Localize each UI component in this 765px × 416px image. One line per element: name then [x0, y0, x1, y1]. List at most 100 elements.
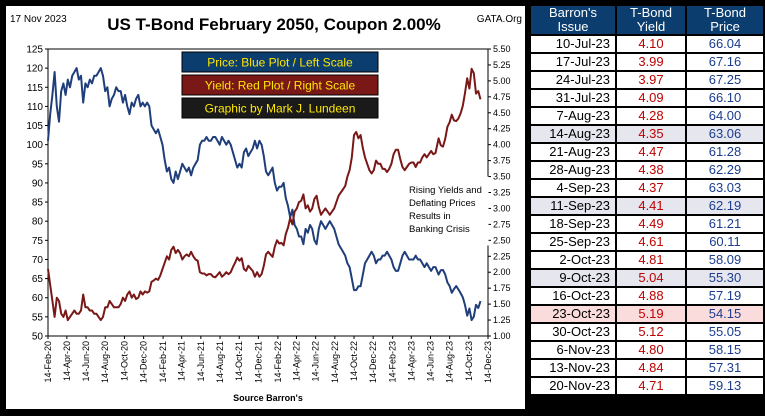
yield-cell: 4.81 [617, 252, 685, 268]
price-cell: 61.28 [687, 144, 763, 160]
left-axis-tick-label: 70 [32, 255, 44, 266]
issue-cell: 2-Oct-23 [531, 252, 615, 268]
yield-cell: 4.28 [617, 108, 685, 124]
left-axis-tick-label: 55 [32, 312, 44, 323]
left-axis-tick-label: 75 [32, 236, 44, 247]
right-axis-tick-label: 1.25 [493, 315, 511, 325]
x-axis-tick-label: 14-Dec-20 [139, 341, 149, 383]
price-cell: 64.00 [687, 108, 763, 124]
table-row: 6-Nov-23 4.80 58.15 [531, 342, 763, 358]
table-row: 16-Oct-23 4.88 57.19 [531, 288, 763, 304]
yield-cell: 4.47 [617, 144, 685, 160]
left-axis-tick-label: 115 [27, 83, 43, 94]
table-row: 21-Aug-23 4.47 61.28 [531, 144, 763, 160]
table-row: 14-Aug-23 4.35 63.06 [531, 126, 763, 142]
price-cell: 66.04 [687, 36, 763, 52]
legend-price: Price: Blue Plot / Left Scale [207, 56, 353, 70]
yield-cell: 5.19 [617, 306, 685, 322]
bond-table: Barron's Issue T-Bond Yield T-Bond Price 10… [529, 4, 765, 396]
left-axis-tick-label: 105 [26, 121, 43, 132]
issue-cell: 23-Oct-23 [531, 306, 615, 322]
right-axis-tick-label: 3.25 [493, 188, 511, 198]
x-axis-tick-label: 14-Dec-23 [483, 341, 493, 383]
yield-series-line [47, 67, 482, 322]
left-axis-tick-label: 110 [27, 102, 43, 113]
x-axis-tick-label: 14-Aug-23 [445, 341, 455, 383]
right-axis-tick-label: 3.75 [493, 156, 511, 166]
issue-cell: 24-Jul-23 [531, 72, 615, 88]
right-axis-tick-label: 2.50 [493, 235, 511, 245]
price-cell: 55.05 [687, 324, 763, 340]
left-axis-tick-label: 100 [26, 140, 43, 151]
right-axis-tick-label: 4.75 [493, 92, 511, 102]
left-axis-tick-label: 50 [32, 332, 44, 343]
x-axis-tick-label: 14-Jun-21 [196, 341, 206, 382]
x-axis-tick-label: 14-Aug-21 [215, 341, 225, 383]
price-cell: 67.16 [687, 54, 763, 70]
price-cell: 58.09 [687, 252, 763, 268]
table-row: 2-Oct-23 4.81 58.09 [531, 252, 763, 268]
right-axis-tick-label: 4.25 [493, 124, 511, 134]
left-axis-tick-label: 125 [26, 45, 43, 56]
x-axis-tick-label: 14-Oct-20 [119, 341, 129, 381]
issue-cell: 7-Aug-23 [531, 108, 615, 124]
table-header-row: Barron's Issue T-Bond Yield T-Bond Price [531, 6, 763, 34]
x-axis-tick-label: 14-Feb-23 [388, 341, 398, 383]
left-axis-tick-label: 120 [26, 64, 43, 75]
issue-cell: 25-Sep-23 [531, 234, 615, 250]
x-axis-tick-label: 14-Oct-21 [234, 341, 244, 381]
chart-svg: 17 Nov 2023 US T-Bond February 2050, Coup… [10, 14, 522, 403]
table-row: 28-Aug-23 4.38 62.29 [531, 162, 763, 178]
yield-cell: 4.09 [617, 90, 685, 106]
bond-table-panel: Barron's Issue T-Bond Yield T-Bond Price 10… [529, 4, 763, 411]
legend-yield: Yield: Red Plot / Right Scale [205, 79, 356, 93]
yield-cell: 4.37 [617, 180, 685, 196]
issue-cell: 13-Nov-23 [531, 360, 615, 376]
annotation-line: Banking Crisis [409, 224, 470, 235]
issue-cell: 11-Sep-23 [531, 198, 615, 214]
issue-cell: 17-Jul-23 [531, 54, 615, 70]
yield-cell: 5.12 [617, 324, 685, 340]
table-row: 24-Jul-23 3.97 67.25 [531, 72, 763, 88]
price-cell: 62.29 [687, 162, 763, 178]
x-axis-tick-label: 14-Jun-22 [311, 341, 321, 382]
table-row: 4-Sep-23 4.37 63.03 [531, 180, 763, 196]
annotation-line: Results in [409, 211, 451, 222]
yield-cell: 4.80 [617, 342, 685, 358]
issue-cell: 21-Aug-23 [531, 144, 615, 160]
issue-cell: 31-Jul-23 [531, 90, 615, 106]
right-axis-tick-label: 1.50 [493, 299, 511, 309]
issue-cell: 16-Oct-23 [531, 288, 615, 304]
right-axis-tick-label: 3.00 [493, 203, 511, 213]
issue-cell: 20-Nov-23 [531, 378, 615, 394]
right-axis-tick-label: 4.00 [493, 140, 511, 150]
price-cell: 59.13 [687, 378, 763, 394]
x-axis-tick-label: 14-Oct-23 [464, 341, 474, 381]
right-axis-tick-label: 1.00 [493, 331, 511, 341]
price-series-line [47, 67, 482, 322]
x-axis-tick-label: 14-Apr-22 [291, 341, 301, 381]
annotation-line: Rising Yields and [409, 185, 482, 196]
left-axis-tick-label: 90 [32, 178, 44, 189]
right-axis-tick-label: 5.00 [493, 76, 511, 86]
yield-cell: 4.10 [617, 36, 685, 52]
x-axis-tick-label: 14-Apr-21 [177, 341, 187, 381]
issue-cell: 4-Sep-23 [531, 180, 615, 196]
yield-cell: 4.71 [617, 378, 685, 394]
x-axis-tick-label: 14-Feb-21 [158, 341, 168, 383]
x-axis-tick-label: 14-Jun-20 [81, 341, 91, 382]
chart-panel: 17 Nov 2023 US T-Bond February 2050, Coup… [4, 4, 527, 411]
chart-title: US T-Bond February 2050, Coupon 2.00% [107, 15, 440, 34]
price-cell: 57.31 [687, 360, 763, 376]
legend-yield-box [181, 74, 379, 96]
yield-cell: 4.35 [617, 126, 685, 142]
yield-cell: 4.38 [617, 162, 685, 178]
price-cell: 61.21 [687, 216, 763, 232]
yield-cell: 3.97 [617, 72, 685, 88]
right-axis-tick-label: 3.50 [493, 172, 511, 182]
legend-credit-box [181, 97, 379, 119]
right-axis-tick-label: 2.75 [493, 219, 511, 229]
issue-cell: 9-Oct-23 [531, 270, 615, 286]
table-row: 9-Oct-23 5.04 55.30 [531, 270, 763, 286]
